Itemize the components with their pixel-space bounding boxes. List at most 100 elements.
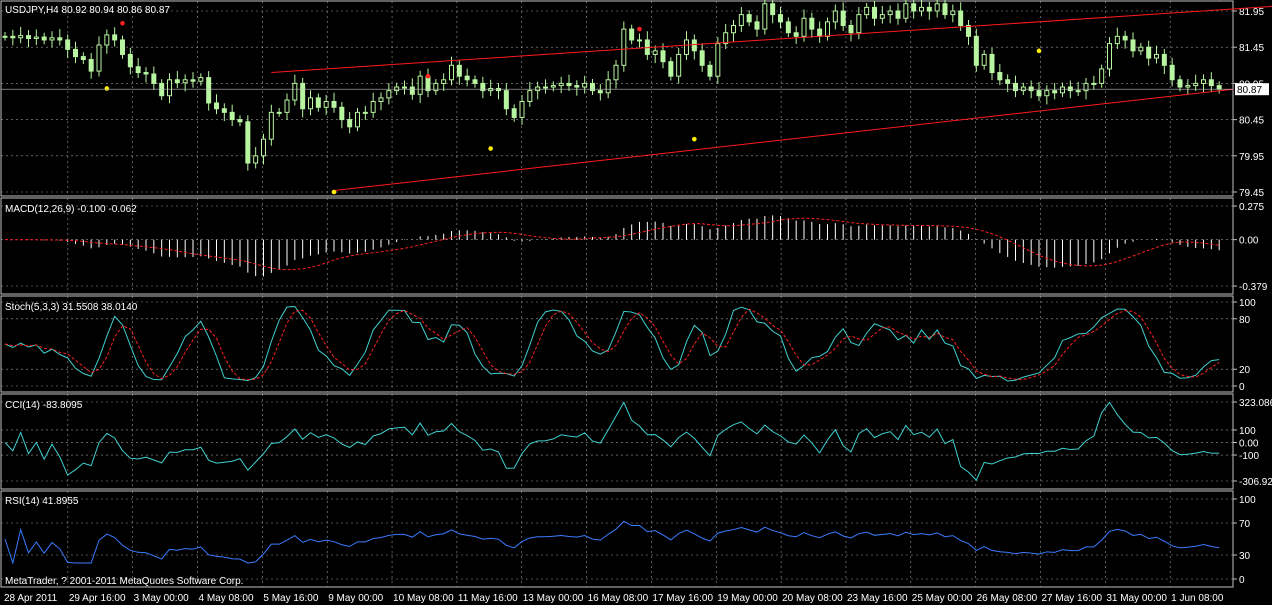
candle-body	[535, 86, 541, 92]
candle-body	[590, 82, 595, 92]
candle-body	[934, 3, 940, 12]
candle-body	[456, 64, 462, 77]
candle-body	[605, 79, 611, 94]
x-tick-label: 9 May 00:00	[328, 593, 383, 604]
candle-body	[1114, 35, 1120, 45]
candle-body	[511, 108, 517, 118]
candle-body	[496, 87, 501, 92]
candle-body	[770, 3, 776, 16]
candle-body	[1216, 85, 1222, 90]
x-tick-label: 17 May 16:00	[652, 593, 713, 604]
candle-body	[778, 14, 783, 23]
candle-body	[981, 53, 987, 66]
candle-body	[315, 97, 321, 108]
x-tick-label: 29 Apr 16:00	[69, 593, 126, 604]
candle-body	[503, 90, 509, 110]
y-tick-label: 0	[1239, 382, 1245, 393]
candle-body	[276, 111, 282, 114]
candle-body	[966, 24, 971, 37]
y-tick-label: 323.086	[1239, 398, 1272, 409]
y-tick-label: 81.95	[1239, 7, 1264, 18]
candle-body	[550, 85, 556, 88]
candle-body	[143, 72, 149, 75]
grid-lines	[1, 1, 1233, 587]
y-tick-label: 79.45	[1239, 188, 1264, 199]
candle-body	[864, 6, 870, 16]
candle-body	[112, 34, 118, 41]
candle-body	[1208, 79, 1214, 87]
candle-body	[10, 35, 16, 39]
candle-body	[402, 86, 407, 89]
fractal-up-marker	[425, 73, 431, 79]
macd-title: MACD(12,26,9) -0.100 -0.062	[5, 204, 137, 215]
candle-body	[989, 53, 995, 74]
candle-body	[519, 101, 525, 118]
channel-upper-line[interactable]	[271, 0, 1272, 74]
candle-body	[488, 87, 494, 92]
candle-body	[378, 97, 384, 102]
y-tick-label: -0.379	[1239, 282, 1268, 293]
candle-body	[1177, 79, 1183, 88]
y-tick-label: 79.95	[1239, 152, 1264, 163]
candle-body	[1107, 43, 1112, 70]
candle-body	[409, 86, 415, 95]
candle-body	[1146, 46, 1152, 59]
candle-body	[558, 82, 564, 87]
candle-body	[950, 10, 956, 16]
candle-body	[245, 121, 251, 164]
x-tick-label: 13 May 00:00	[523, 593, 584, 604]
candle-body	[433, 82, 439, 92]
x-tick-label: 11 May 16:00	[458, 593, 518, 604]
y-tick-label: 0	[1239, 575, 1245, 586]
pane-frame-0	[0, 0, 1234, 197]
candle-body	[1193, 82, 1199, 87]
candle-body	[480, 82, 486, 92]
candle-body	[926, 6, 932, 12]
candle-body	[347, 119, 353, 128]
candle-body	[1185, 85, 1191, 88]
candle-body	[629, 28, 635, 41]
y-tick-label: -306.925	[1239, 477, 1272, 488]
candle-body	[1052, 90, 1058, 94]
candle-body	[190, 79, 196, 82]
candle-body	[386, 90, 392, 99]
candle-body	[268, 111, 274, 140]
candle-body	[895, 10, 901, 19]
candle-body	[785, 21, 791, 34]
channel-lower-line[interactable]	[333, 88, 1234, 192]
candle-body	[355, 111, 360, 128]
candle-body	[417, 75, 423, 95]
candle-body	[57, 37, 63, 41]
candle-body	[1201, 79, 1206, 84]
candle-body	[919, 6, 924, 12]
candle-body	[18, 35, 24, 39]
candle-body	[973, 35, 979, 66]
candle-body	[464, 75, 470, 81]
cci-title: CCI(14) -83.8095	[5, 400, 83, 411]
candle-body	[1020, 86, 1026, 92]
candle-body	[26, 35, 31, 40]
candle-body	[73, 48, 78, 58]
candle-body	[911, 3, 917, 12]
candle-body	[903, 3, 909, 19]
candle-body	[707, 64, 713, 77]
candle-body	[652, 50, 658, 55]
y-tick-label: 0.275	[1239, 202, 1264, 213]
candle-body	[49, 37, 55, 41]
candle-body	[613, 64, 619, 81]
x-tick-label: 4 May 08:00	[199, 593, 254, 604]
candle-body	[1161, 53, 1167, 66]
y-tick-label: -100	[1239, 451, 1259, 462]
candle-body	[801, 17, 807, 37]
candle-body	[1099, 68, 1105, 84]
candle-body	[198, 77, 204, 82]
fractal-down-marker	[104, 86, 110, 91]
candle-body	[2, 35, 8, 38]
candle-body	[817, 28, 823, 37]
candle-body	[660, 50, 666, 63]
candle-body	[1060, 86, 1065, 94]
candle-body	[135, 66, 141, 74]
candle-body	[1154, 53, 1159, 59]
candle-body	[958, 10, 964, 26]
